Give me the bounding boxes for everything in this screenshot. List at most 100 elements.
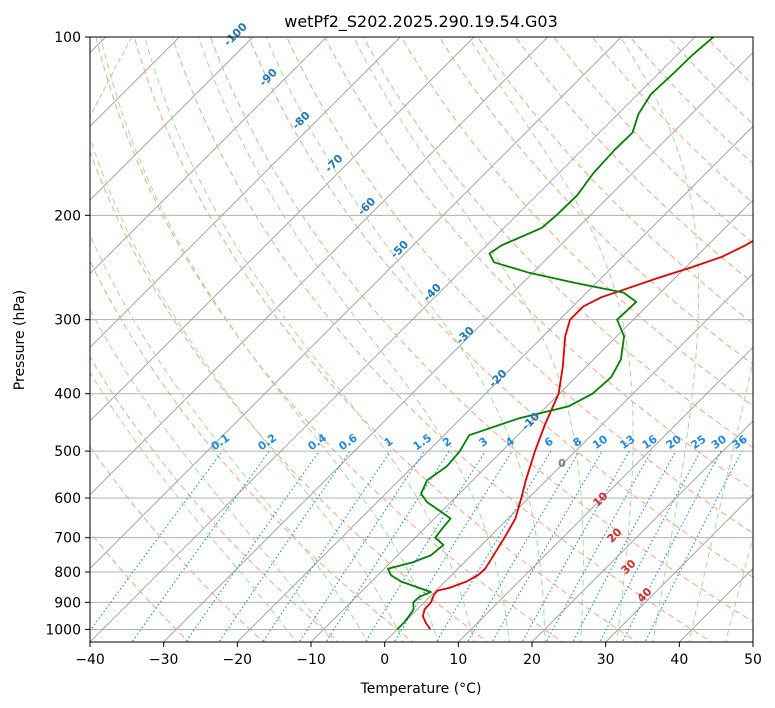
dry-adiabat-label: -70 [322, 152, 345, 175]
mixing-ratio-label: 2 [440, 435, 454, 450]
y-tick-label: 700 [54, 531, 81, 547]
dry-adiabat [591, 37, 753, 204]
moist-adiabat [468, 37, 634, 642]
dry-adiabat [286, 37, 753, 534]
isotherm-line [236, 125, 753, 642]
mixing-ratio-line [364, 450, 486, 642]
mixing-ratio-line [435, 450, 552, 642]
y-tick-label: 100 [54, 30, 81, 46]
mixing-ratio-line [621, 450, 722, 642]
mixing-ratio-label: 3 [477, 435, 491, 450]
mixing-ratio-label: 10 [590, 432, 610, 452]
mixing-ratio-label: 6 [542, 435, 556, 450]
isotherm-line [752, 641, 753, 642]
x-tick-label: 30 [597, 652, 615, 668]
dewpoint-trace [387, 37, 714, 631]
moist-adiabat [90, 136, 404, 642]
mixing-ratio-line [298, 450, 425, 642]
y-tick-label: 600 [54, 491, 81, 507]
mixing-ratio-line [325, 450, 450, 642]
isotherm-line [605, 494, 753, 642]
moist-adiabat [352, 37, 584, 642]
isotherm-line [90, 37, 549, 496]
mixing-ratio-label: 25 [688, 433, 708, 452]
dry-adiabat-label: -80 [290, 109, 313, 132]
moist-adiabat [198, 37, 510, 642]
isotherm-line [384, 273, 753, 642]
dry-adiabat-label: -20 [486, 367, 509, 390]
isotherm-line [163, 52, 753, 642]
isotherm-line [90, 37, 328, 275]
y-tick-label: 400 [54, 387, 81, 403]
mixing-ratio-line [466, 450, 580, 642]
moist-adiabat [725, 536, 753, 642]
dry-adiabat [248, 37, 753, 578]
mixing-ratio-line [218, 450, 351, 642]
dry-adiabat [477, 37, 753, 325]
dry-adiabat [324, 37, 753, 491]
dry-adiabat [90, 356, 340, 642]
grid-layer [90, 37, 753, 642]
isotherm-line [310, 199, 753, 642]
mixing-ratio-line [599, 450, 701, 642]
dry-adiabat-label: -30 [454, 324, 477, 347]
axes: −40 −30 −20 −10 0 10 20 30 40 5010020030040050060… [45, 30, 762, 668]
x-tick-label: −40 [75, 652, 105, 668]
mixing-ratio-label: 30 [709, 432, 729, 452]
mixing-ratio-line [90, 450, 223, 632]
x-axis-label: Temperature (°C) [360, 681, 482, 697]
isotherm-line [457, 346, 753, 642]
mixing-ratio-line [262, 450, 392, 642]
moist-adiabat [90, 308, 333, 642]
x-tick-label: −20 [223, 652, 253, 668]
y-tick-label: 200 [54, 208, 81, 224]
isotherm-line [90, 37, 622, 569]
moist-adiabat-label: 30 [619, 557, 639, 577]
isotherm-line [90, 37, 401, 348]
y-tick-label: 1000 [45, 622, 81, 638]
isotherm-line [90, 37, 696, 642]
mixing-ratio-line [572, 450, 677, 642]
mixing-ratio-line [644, 450, 743, 642]
moist-adiabat [90, 233, 369, 642]
moist-adiabat [144, 37, 475, 642]
moist-adiabat [100, 37, 440, 642]
y-axis-label: Pressure (hPa) [12, 290, 28, 390]
x-tick-label: 50 [744, 652, 762, 668]
mixing-ratio-label: 0.6 [336, 431, 360, 453]
mixing-ratio-label: 1 [382, 435, 396, 450]
mixing-ratio-label: 0.4 [306, 431, 330, 453]
isotherm-line [678, 567, 753, 642]
moist-adiabat [620, 37, 700, 642]
dry-adiabat [438, 37, 753, 366]
y-tick-label: 300 [54, 313, 81, 329]
x-tick-label: 40 [670, 652, 688, 668]
dry-adiabat [705, 37, 753, 86]
mixing-ratio-line [131, 450, 270, 642]
isotherm-line [90, 37, 475, 422]
y-tick-label: 500 [54, 444, 81, 460]
dry-adiabat [133, 37, 638, 642]
isotherm-line [90, 37, 180, 127]
dry-adiabat-label: -90 [257, 66, 280, 89]
series-layer [387, 37, 753, 631]
mixing-ratio-layer [90, 450, 743, 642]
x-tick-label: −30 [149, 652, 179, 668]
dry-adiabat-label: -60 [355, 195, 378, 218]
x-tick-label: 10 [449, 652, 467, 668]
mixing-ratio-label: 0.2 [256, 431, 279, 453]
mixing-ratio-line [185, 450, 320, 642]
dry-adiabat [209, 37, 753, 623]
dry-adiabat-label: -40 [421, 281, 444, 304]
dry-adiabat-label: 0 [558, 457, 566, 470]
dry-adiabat [515, 37, 753, 284]
dry-adiabat [667, 37, 753, 125]
mixing-ratio-label: 16 [640, 432, 660, 452]
chart-title: wetPf2_S202.2025.290.19.54.G03 [284, 12, 558, 32]
moist-adiabat-label: 20 [605, 525, 625, 545]
y-tick-label: 800 [54, 565, 81, 581]
dry-adiabat-label: -50 [388, 238, 411, 261]
moist-adiabat [90, 371, 297, 642]
x-tick-label: 0 [380, 652, 389, 668]
